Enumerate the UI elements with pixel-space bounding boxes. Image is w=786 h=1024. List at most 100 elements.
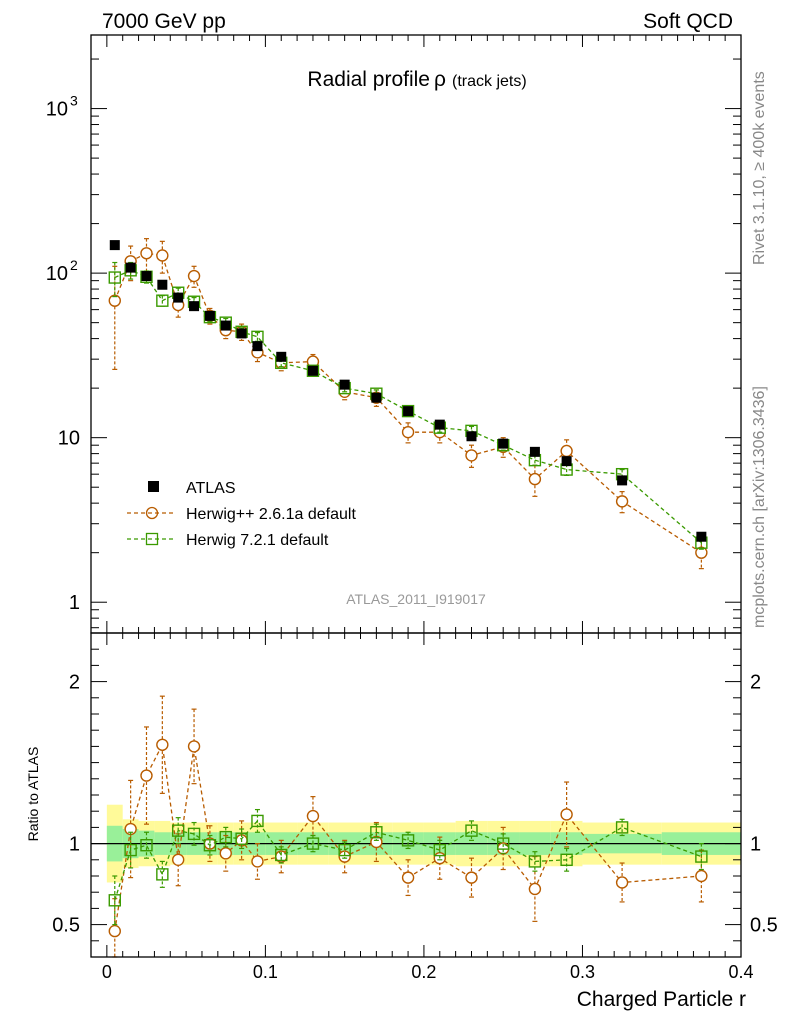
ratio-herwigpp-point (251, 855, 264, 868)
ratio-herwig7-point (370, 826, 383, 839)
x-tick-label: 0.3 (570, 962, 595, 982)
main-y-tick-label: 10 (46, 263, 68, 285)
ratio-herwig7-point (251, 814, 264, 828)
herwigpp-point (465, 449, 478, 462)
x-axis-title: Charged Particle r (577, 988, 746, 1011)
herwig7-point (306, 364, 320, 377)
atlas-point (696, 531, 707, 542)
ratio-herwig7-point (560, 853, 573, 866)
main-y-tick-label: 10 (58, 428, 80, 450)
legend-herwig7-label: Herwig 7.2.1 default (186, 532, 329, 549)
mcplots-url-label: mcplots.cern.ch [arXiv:1306.3436] (751, 386, 768, 628)
herwig7-point (108, 271, 121, 284)
rivet-version-label: Rivet 3.1.10, ≥ 400k events (751, 71, 768, 265)
main-plot-marks (108, 238, 708, 570)
atlas-point (371, 392, 382, 403)
herwigpp-point (528, 472, 542, 486)
legend-herwigpp-label: Herwig++ 2.6.1a default (186, 506, 356, 523)
legend-atlas-label: ATLAS (186, 480, 236, 497)
ratio-herwig7-point (615, 821, 629, 834)
main-title: Radial profile (307, 68, 430, 91)
atlas-point (141, 271, 152, 282)
ratio-y-tick-label-left: 0.5 (52, 915, 80, 937)
ratio-herwigpp-point (695, 869, 708, 883)
ratio-herwigpp-point (140, 769, 153, 782)
ratio-uncertainty-band (91, 804, 741, 883)
header-energy-label: 7000 GeV pp (102, 10, 226, 33)
herwig7-point (401, 404, 415, 418)
ratio-herwigpp-point (528, 882, 542, 896)
ratio-y-tick-label-left: 1 (69, 834, 80, 856)
ratio-herwigpp-point (187, 740, 201, 753)
ratio-herwig7-point (235, 832, 248, 845)
herwigpp-point (140, 247, 153, 260)
ratio-herwigpp-point (306, 809, 320, 823)
ratio-herwigpp-line (114, 742, 702, 932)
ratio-herwigpp-point (171, 853, 185, 866)
x-tick-label: 0.1 (253, 962, 278, 982)
ratio-herwig7-point (275, 848, 288, 862)
main-title-symbol: ρ (434, 68, 446, 91)
ratio-y-tick-label-right: 1 (750, 834, 761, 856)
ratio-herwig7-point (156, 868, 169, 881)
ratio-herwigpp-point (219, 847, 232, 860)
legend-atlas-marker (148, 481, 159, 492)
ratio-herwigpp-point (156, 738, 169, 751)
main-y-tick-exponent: 2 (70, 257, 78, 273)
header-process-label: Soft QCD (643, 10, 733, 33)
ratio-herwigpp-point (615, 876, 629, 889)
ratio-herwig7-point (338, 843, 351, 857)
ratio-herwig7-point (203, 839, 217, 852)
atlas-point (157, 279, 168, 290)
herwigpp-point (401, 425, 415, 439)
atlas-point (236, 328, 247, 339)
ratio-y-tick-label-left: 2 (69, 672, 80, 694)
atlas-point (529, 446, 540, 457)
herwigpp-point (615, 495, 629, 508)
atlas-point (617, 475, 628, 486)
main-y-tick-label: 10 (46, 99, 68, 121)
x-tick-label: 0.2 (411, 962, 436, 982)
atlas-point (252, 341, 263, 352)
ratio-frame (90, 632, 742, 958)
herwig7-point (156, 294, 169, 307)
ratio-herwig7-point (496, 837, 510, 850)
ratio-herwig7-point (465, 824, 478, 837)
ratio-plot-marks (108, 695, 708, 958)
atlas-point (125, 262, 136, 273)
herwig7-line (114, 269, 702, 544)
atlas-point (220, 320, 231, 331)
ratio-herwig7-point (140, 839, 153, 852)
herwigpp-point (560, 444, 573, 458)
ratio-herwig7-point (108, 894, 121, 907)
atlas-point (561, 456, 572, 467)
main-y-tick-exponent: 3 (70, 93, 78, 109)
atlas-point (403, 406, 414, 417)
ratio-herwigpp-point (338, 850, 351, 863)
atlas-point (307, 365, 318, 376)
atlas-point (466, 431, 477, 442)
ratio-herwig7-line (114, 819, 702, 901)
atlas-point (109, 240, 120, 251)
atlas-point (498, 438, 509, 449)
atlas-point (189, 301, 200, 312)
ratio-herwig7-point (187, 827, 201, 841)
ratio-herwigpp-point (401, 871, 415, 884)
ratio-herwig7-point (219, 830, 232, 844)
ratio-herwigpp-point (560, 808, 573, 821)
atlas-point (204, 310, 215, 321)
herwig7-point (251, 330, 264, 344)
ratio-y-tick-label-right: 2 (750, 672, 761, 694)
ratio-herwigpp-point (465, 871, 478, 884)
atlas-point (173, 292, 184, 303)
ratio-y-axis-title: Ratio to ATLAS (25, 747, 41, 842)
ratio-herwigpp-point (108, 924, 121, 938)
herwigpp-point (187, 269, 201, 283)
legend-herwig7-marker (145, 532, 159, 546)
ratio-y-tick-label-right: 0.5 (750, 915, 778, 937)
ratio-herwig7-point (528, 855, 542, 868)
atlas-point (339, 379, 350, 390)
analysis-id-label: ATLAS_2011_I919017 (346, 591, 486, 607)
ratio-herwig7-point (306, 837, 320, 850)
